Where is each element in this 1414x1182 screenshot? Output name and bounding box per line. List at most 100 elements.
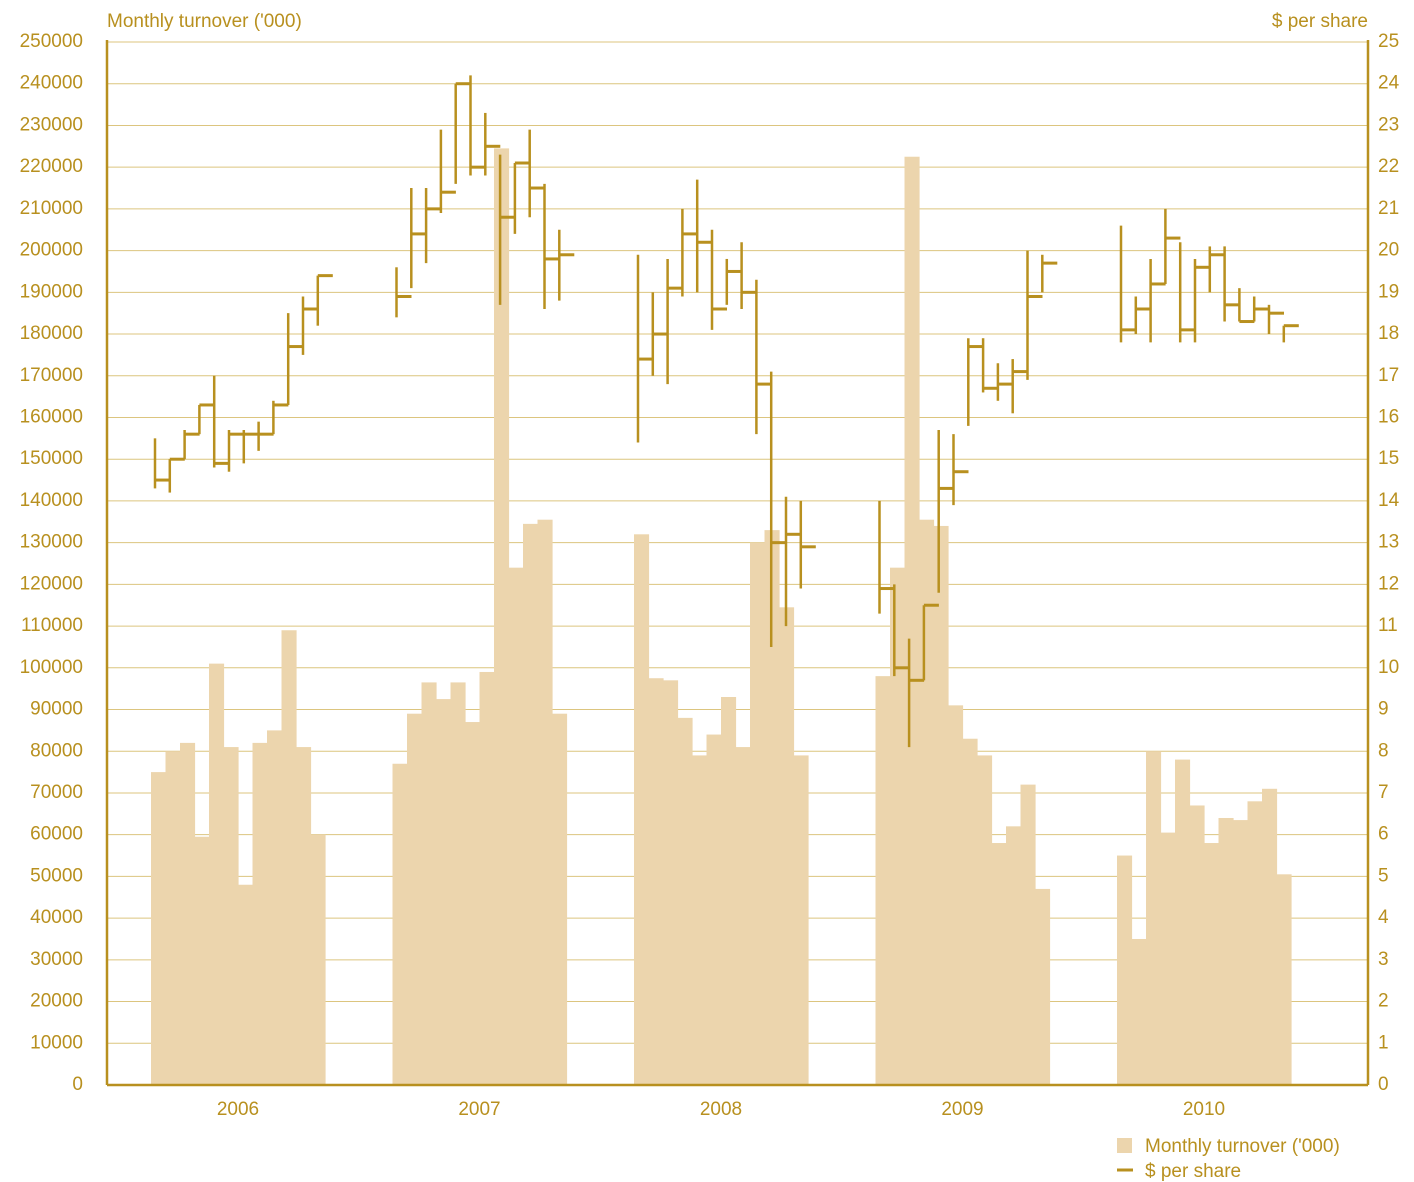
bar	[1020, 784, 1036, 1085]
y-tick-label: 10000	[30, 1032, 83, 1053]
y-tick-label: 130000	[20, 532, 83, 553]
y2-tick-label: 13	[1378, 532, 1399, 553]
y2-tick-label: 8	[1378, 740, 1389, 761]
bar	[1189, 805, 1205, 1085]
x-tick-label: 2009	[941, 1099, 983, 1120]
y-tick-label: 110000	[21, 615, 83, 636]
y-tick-label: 60000	[30, 824, 83, 845]
bar	[523, 523, 539, 1085]
bar	[648, 678, 664, 1085]
bar	[1146, 751, 1162, 1085]
y-tick-label: 250000	[20, 31, 83, 52]
y2-tick-label: 16	[1378, 406, 1399, 427]
bar	[977, 755, 993, 1085]
bar	[634, 534, 650, 1085]
y2-tick-label: 18	[1378, 323, 1399, 344]
y-tick-label: 40000	[30, 907, 83, 928]
bar	[407, 713, 423, 1085]
bar	[991, 843, 1007, 1085]
bar	[238, 884, 254, 1085]
y2-tick-label: 3	[1378, 949, 1389, 970]
y-tick-label: 220000	[20, 156, 83, 177]
y2-tick-label: 25	[1378, 31, 1399, 52]
bar	[421, 682, 437, 1085]
x-tick-label: 2008	[700, 1099, 742, 1120]
y-tick-label: 180000	[20, 323, 83, 344]
bar	[1233, 820, 1249, 1085]
legend-label: Monthly turnover ('000)	[1145, 1136, 1340, 1157]
y-tick-label: 90000	[30, 699, 83, 720]
bar	[764, 530, 780, 1085]
y2-tick-label: 7	[1378, 782, 1389, 803]
y2-tick-label: 6	[1378, 824, 1389, 845]
y-tick-label: 200000	[20, 240, 83, 261]
bar	[537, 519, 553, 1085]
y-tick-label: 160000	[20, 406, 83, 427]
y-tick-label: 50000	[30, 865, 83, 886]
bar	[677, 717, 693, 1085]
bar	[479, 671, 495, 1085]
y2-tick-label: 4	[1378, 907, 1389, 928]
bar	[1247, 801, 1263, 1085]
legend-label: $ per share	[1145, 1161, 1241, 1182]
y2-tick-label: 5	[1378, 865, 1389, 886]
bar	[151, 772, 167, 1085]
bar	[1175, 759, 1191, 1085]
y-tick-label: 120000	[20, 573, 83, 594]
bar	[180, 742, 196, 1085]
y2-tick-label: 1	[1378, 1032, 1389, 1053]
bar	[392, 763, 408, 1085]
bar	[267, 730, 283, 1085]
y-tick-label: 80000	[30, 740, 83, 761]
bar	[310, 834, 326, 1085]
bar	[465, 722, 481, 1085]
bar	[281, 630, 297, 1085]
bar	[1131, 938, 1147, 1085]
bar	[721, 697, 737, 1085]
bar	[209, 663, 225, 1085]
bar	[436, 699, 452, 1085]
bar	[875, 676, 891, 1085]
y2-tick-label: 17	[1378, 365, 1399, 386]
bar	[948, 705, 964, 1085]
bar	[735, 747, 751, 1085]
bar	[1160, 832, 1176, 1085]
y2-tick-label: 2	[1378, 991, 1389, 1012]
bar	[1035, 888, 1051, 1085]
y2-tick-label: 0	[1378, 1074, 1389, 1095]
y2-tick-label: 15	[1378, 448, 1399, 469]
bar	[692, 755, 708, 1085]
y2-tick-label: 22	[1378, 156, 1399, 177]
y2-axis-title: $ per share	[1272, 11, 1368, 32]
y-tick-label: 150000	[20, 448, 83, 469]
y2-tick-label: 21	[1378, 198, 1399, 219]
y2-tick-label: 12	[1378, 573, 1399, 594]
bar	[1006, 826, 1022, 1085]
y2-tick-label: 24	[1378, 73, 1400, 94]
bar	[552, 713, 568, 1085]
legend-swatch	[1117, 1138, 1132, 1153]
y-tick-label: 230000	[20, 114, 83, 135]
bar	[933, 525, 949, 1085]
y2-tick-label: 20	[1378, 240, 1399, 261]
bar	[508, 567, 524, 1085]
bar	[450, 682, 466, 1085]
y-tick-label: 240000	[20, 73, 83, 94]
y-tick-label: 210000	[20, 198, 83, 219]
x-tick-label: 2010	[1183, 1099, 1225, 1120]
bar	[779, 607, 795, 1085]
y-tick-label: 190000	[20, 281, 83, 302]
y-tick-label: 30000	[30, 949, 83, 970]
y-axis-title: Monthly turnover ('000)	[107, 11, 302, 32]
x-tick-label: 2007	[458, 1099, 500, 1120]
bar	[904, 156, 920, 1086]
y-tick-label: 140000	[20, 490, 83, 511]
y-tick-label: 170000	[20, 365, 83, 386]
bar	[793, 755, 809, 1085]
bar	[494, 148, 510, 1086]
y2-tick-label: 19	[1378, 281, 1399, 302]
bar	[663, 680, 679, 1085]
y2-tick-label: 23	[1378, 114, 1399, 135]
bar	[750, 542, 766, 1085]
